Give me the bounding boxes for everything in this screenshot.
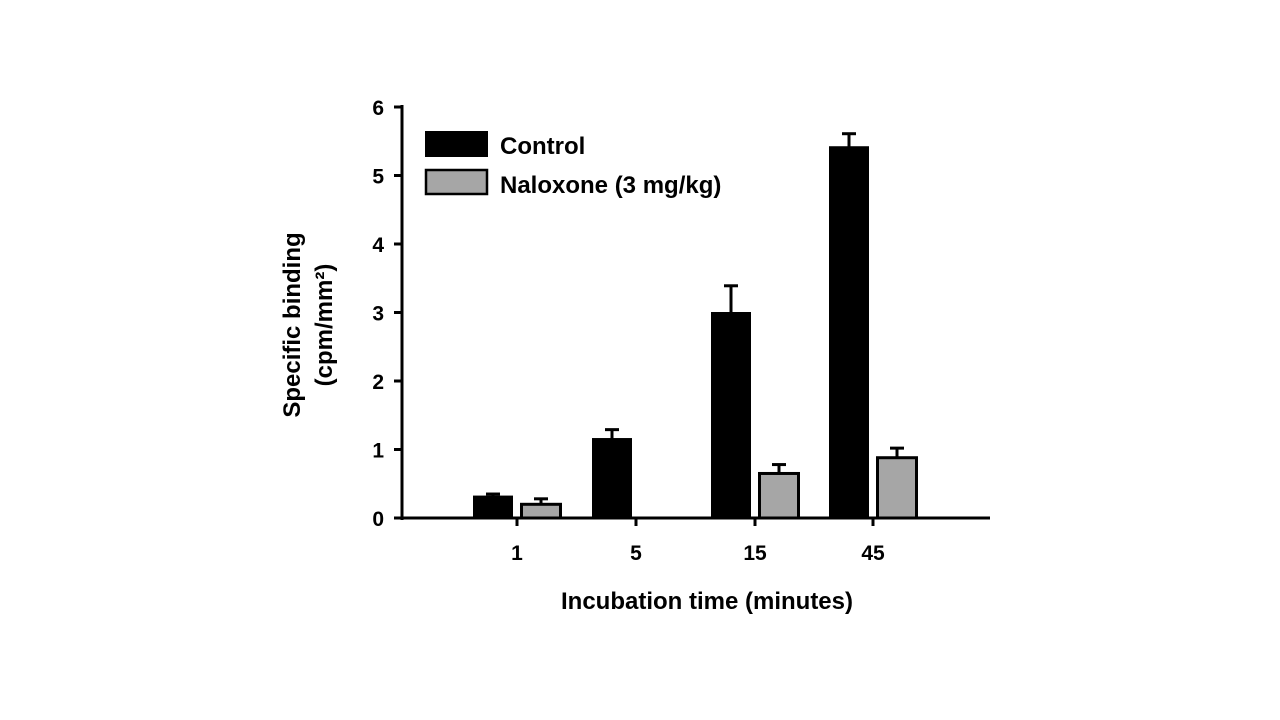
y-tick-label: 3 xyxy=(372,303,384,326)
y-ticks: 0 1 2 3 4 5 6 xyxy=(372,97,402,531)
legend-swatch-naloxone xyxy=(424,168,489,196)
legend-swatch-control xyxy=(425,131,488,157)
x-ticks: 1 5 15 45 xyxy=(511,518,885,565)
y-axis-title-line2: (cpm/mm²) xyxy=(311,264,338,387)
bar-control-45 xyxy=(829,146,869,519)
bar-control-15 xyxy=(711,312,751,519)
bars xyxy=(473,146,918,520)
x-tick-label: 15 xyxy=(743,542,767,565)
x-tick-label: 5 xyxy=(630,542,642,565)
bar-naloxone-45 xyxy=(876,456,918,520)
legend-label-naloxone: Naloxone (3 mg/kg) xyxy=(500,172,721,199)
y-tick-label: 5 xyxy=(372,166,384,189)
legend: Control Naloxone (3 mg/kg) xyxy=(424,131,721,199)
bar-control-5 xyxy=(592,438,632,519)
x-tick-label: 45 xyxy=(861,542,885,565)
y-axis-title: Specific binding (cpm/mm²) xyxy=(279,232,338,417)
x-tick-label: 1 xyxy=(511,542,523,565)
y-axis-title-line1: Specific binding xyxy=(279,232,306,417)
bar-naloxone-15 xyxy=(758,471,800,520)
error-bars xyxy=(486,132,904,505)
legend-label-control: Control xyxy=(500,133,585,160)
y-tick-label: 4 xyxy=(372,234,384,257)
bar-control-1 xyxy=(473,495,513,519)
y-tick-label: 2 xyxy=(372,371,384,394)
y-tick-label: 1 xyxy=(372,440,384,463)
y-tick-label: 0 xyxy=(372,508,384,531)
bar-naloxone-1 xyxy=(520,502,562,520)
x-axis-title: Incubation time (minutes) xyxy=(561,588,853,615)
y-tick-label: 6 xyxy=(372,97,384,120)
